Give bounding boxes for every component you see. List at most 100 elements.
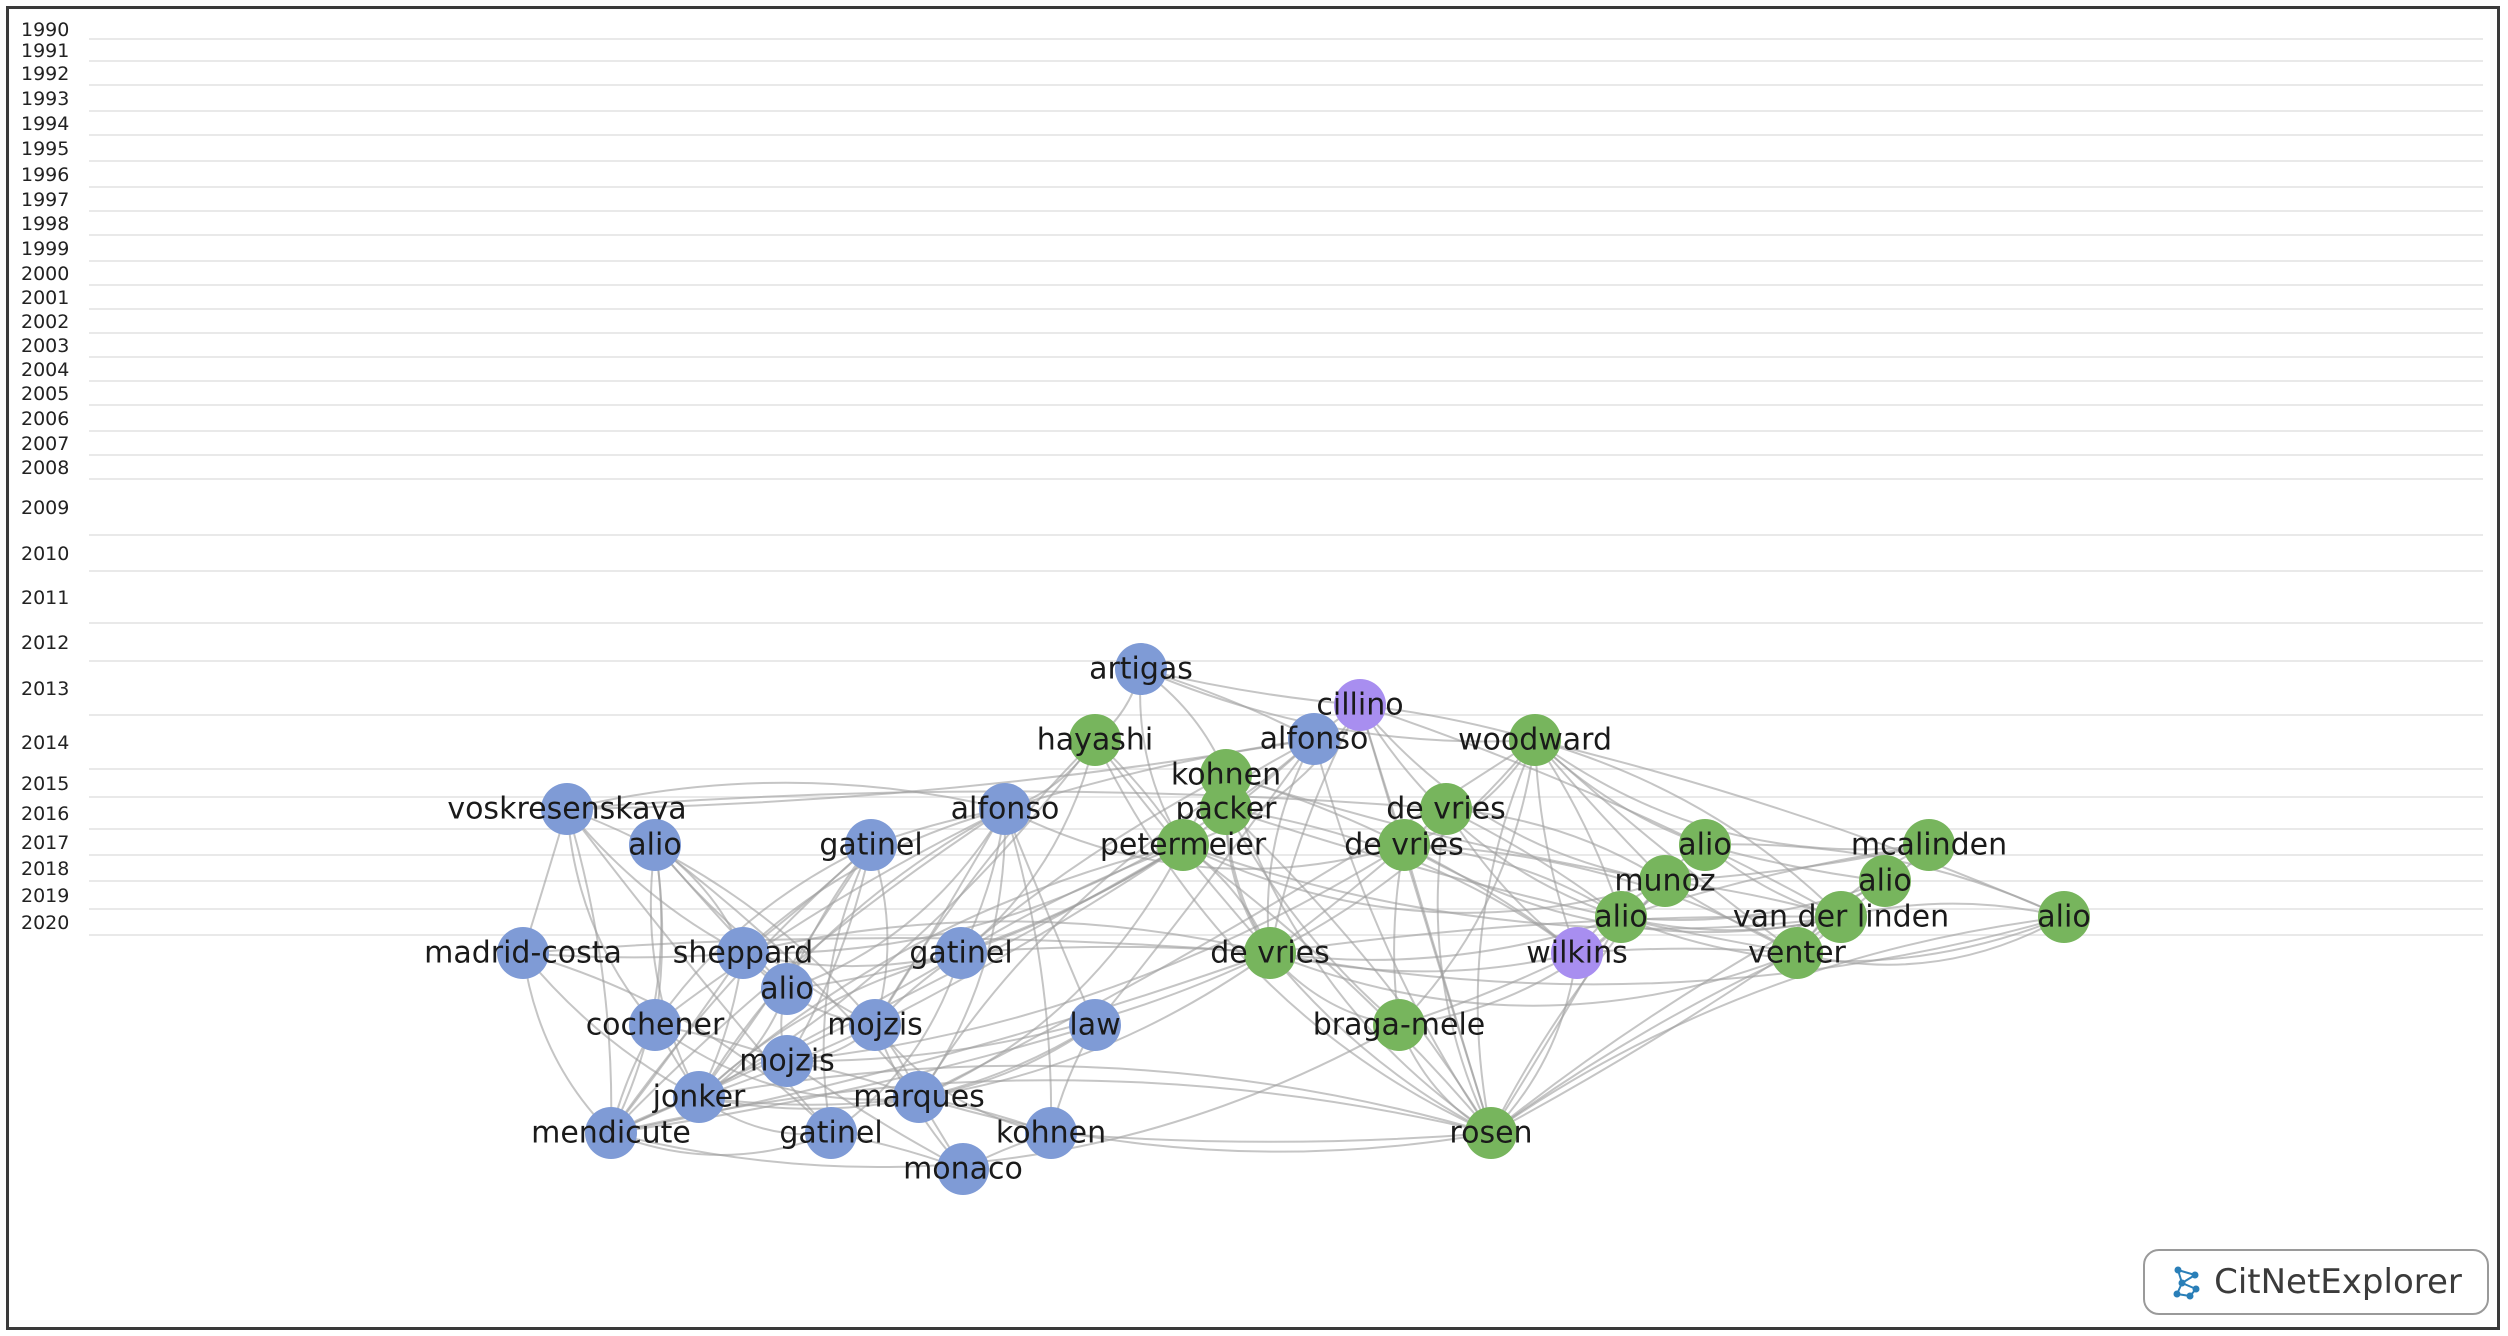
node-alio11b[interactable]: alio	[1678, 819, 1732, 871]
node-circle[interactable]	[1815, 891, 1867, 943]
node-rosen[interactable]: rosen	[1449, 1107, 1533, 1159]
node-circle[interactable]	[1859, 855, 1911, 907]
node-wilkins[interactable]: wilkins	[1526, 927, 1628, 979]
node-label[interactable]: marques	[853, 1080, 985, 1115]
node-circle[interactable]	[2038, 891, 2090, 943]
node-mojzis14a[interactable]: mojzis	[827, 999, 923, 1051]
node-label[interactable]: alfonso	[1260, 722, 1369, 757]
node-circle[interactable]	[629, 819, 681, 871]
node-label[interactable]: mendicute	[531, 1116, 691, 1151]
node-vanderlinden[interactable]: van der linden	[1733, 891, 1949, 943]
node-label[interactable]: petermeier	[1100, 828, 1267, 863]
node-label[interactable]: gatinel	[819, 828, 922, 863]
node-label[interactable]: woodward	[1458, 723, 1612, 758]
node-label[interactable]: rosen	[1449, 1116, 1532, 1151]
node-circle[interactable]	[1465, 1107, 1517, 1159]
node-circle[interactable]	[1595, 891, 1647, 943]
node-circle[interactable]	[1157, 819, 1209, 871]
node-label[interactable]: kohnen	[996, 1116, 1106, 1151]
node-label[interactable]: artigas	[1089, 652, 1193, 687]
node-circle[interactable]	[1551, 927, 1603, 979]
node-circle[interactable]	[1288, 713, 1340, 765]
node-alfonso10[interactable]: alfonso	[951, 783, 1060, 835]
node-law[interactable]: law	[1069, 999, 1121, 1051]
node-kohnen16[interactable]: kohnen	[996, 1107, 1106, 1159]
node-circle[interactable]	[1115, 643, 1167, 695]
node-circle[interactable]	[1025, 1107, 1077, 1159]
node-jonker[interactable]: jonker	[652, 1071, 746, 1123]
node-circle[interactable]	[935, 927, 987, 979]
node-circle[interactable]	[893, 1071, 945, 1123]
node-devries13[interactable]: de vries	[1210, 927, 1330, 979]
node-woodward[interactable]: woodward	[1458, 714, 1612, 766]
node-packer[interactable]: packer	[1175, 783, 1277, 835]
node-label[interactable]: alio	[1678, 828, 1731, 863]
node-label[interactable]: monaco	[903, 1152, 1023, 1187]
node-circle[interactable]	[761, 963, 813, 1015]
node-circle[interactable]	[1334, 679, 1386, 731]
node-circle[interactable]	[805, 1107, 857, 1159]
node-label[interactable]: madrid-costa	[424, 936, 622, 971]
node-alfonso09[interactable]: alfonso	[1260, 713, 1369, 765]
node-label[interactable]: packer	[1175, 792, 1277, 827]
node-circle[interactable]	[979, 783, 1031, 835]
node-label[interactable]: law	[1069, 1008, 1120, 1043]
node-circle[interactable]	[1069, 999, 1121, 1051]
node-circle[interactable]	[1200, 783, 1252, 835]
node-label[interactable]: wilkins	[1526, 936, 1628, 971]
node-label[interactable]: gatinel	[779, 1116, 882, 1151]
node-label[interactable]: braga-mele	[1313, 1008, 1486, 1043]
node-circle[interactable]	[1420, 783, 1472, 835]
node-circle[interactable]	[937, 1143, 989, 1195]
node-label[interactable]: gatinel	[909, 936, 1012, 971]
node-label[interactable]: alio	[760, 972, 813, 1007]
node-monaco[interactable]: monaco	[903, 1143, 1023, 1195]
node-label[interactable]: van der linden	[1733, 900, 1949, 935]
node-circle[interactable]	[1378, 819, 1430, 871]
node-label[interactable]: hayashi	[1037, 723, 1154, 758]
node-circle[interactable]	[845, 819, 897, 871]
node-label[interactable]: cillino	[1316, 688, 1403, 723]
node-label[interactable]: alio	[2037, 900, 2090, 935]
node-devries11[interactable]: de vries	[1344, 819, 1464, 871]
node-circle[interactable]	[1373, 999, 1425, 1051]
node-mendicute[interactable]: mendicute	[531, 1107, 691, 1159]
node-circle[interactable]	[1679, 819, 1731, 871]
node-label[interactable]: munoz	[1614, 864, 1715, 899]
node-alio12b[interactable]: alio	[2037, 891, 2091, 943]
node-circle[interactable]	[761, 1035, 813, 1087]
node-mojzis14b[interactable]: mojzis	[739, 1035, 835, 1087]
node-circle[interactable]	[629, 999, 681, 1051]
node-hayashi[interactable]: hayashi	[1037, 714, 1154, 766]
node-alio12a[interactable]: alio	[1594, 891, 1648, 943]
node-bragamele[interactable]: braga-mele	[1313, 999, 1486, 1051]
node-label[interactable]: venter	[1748, 936, 1846, 971]
node-cochener[interactable]: cochener	[586, 999, 725, 1051]
node-artigas[interactable]: artigas	[1089, 643, 1193, 695]
node-alio11c[interactable]: alio	[1858, 855, 1912, 907]
node-circle[interactable]	[717, 927, 769, 979]
node-gatinel16[interactable]: gatinel	[779, 1107, 883, 1159]
node-label[interactable]: alio	[1594, 900, 1647, 935]
node-label[interactable]: mojzis	[739, 1044, 835, 1079]
node-label[interactable]: alio	[1858, 864, 1911, 899]
node-label[interactable]: mcalinden	[1851, 828, 2007, 863]
node-label[interactable]: cochener	[586, 1008, 725, 1043]
node-circle[interactable]	[541, 783, 593, 835]
node-circle[interactable]	[1903, 819, 1955, 871]
node-label[interactable]: alfonso	[951, 792, 1060, 827]
node-circle[interactable]	[1069, 714, 1121, 766]
node-circle[interactable]	[1244, 927, 1296, 979]
node-circle[interactable]	[585, 1107, 637, 1159]
node-sheppard[interactable]: sheppard	[673, 927, 813, 979]
node-mcalinden[interactable]: mcalinden	[1851, 819, 2007, 871]
node-madridcosta[interactable]: madrid-costa	[424, 927, 622, 979]
node-marques[interactable]: marques	[853, 1071, 985, 1123]
node-alio13[interactable]: alio	[760, 963, 814, 1015]
node-circle[interactable]	[1771, 927, 1823, 979]
node-label[interactable]: alio	[628, 828, 681, 863]
node-alio11a[interactable]: alio	[628, 819, 682, 871]
node-cillino[interactable]: cillino	[1316, 679, 1404, 731]
node-venter[interactable]: venter	[1748, 927, 1847, 979]
